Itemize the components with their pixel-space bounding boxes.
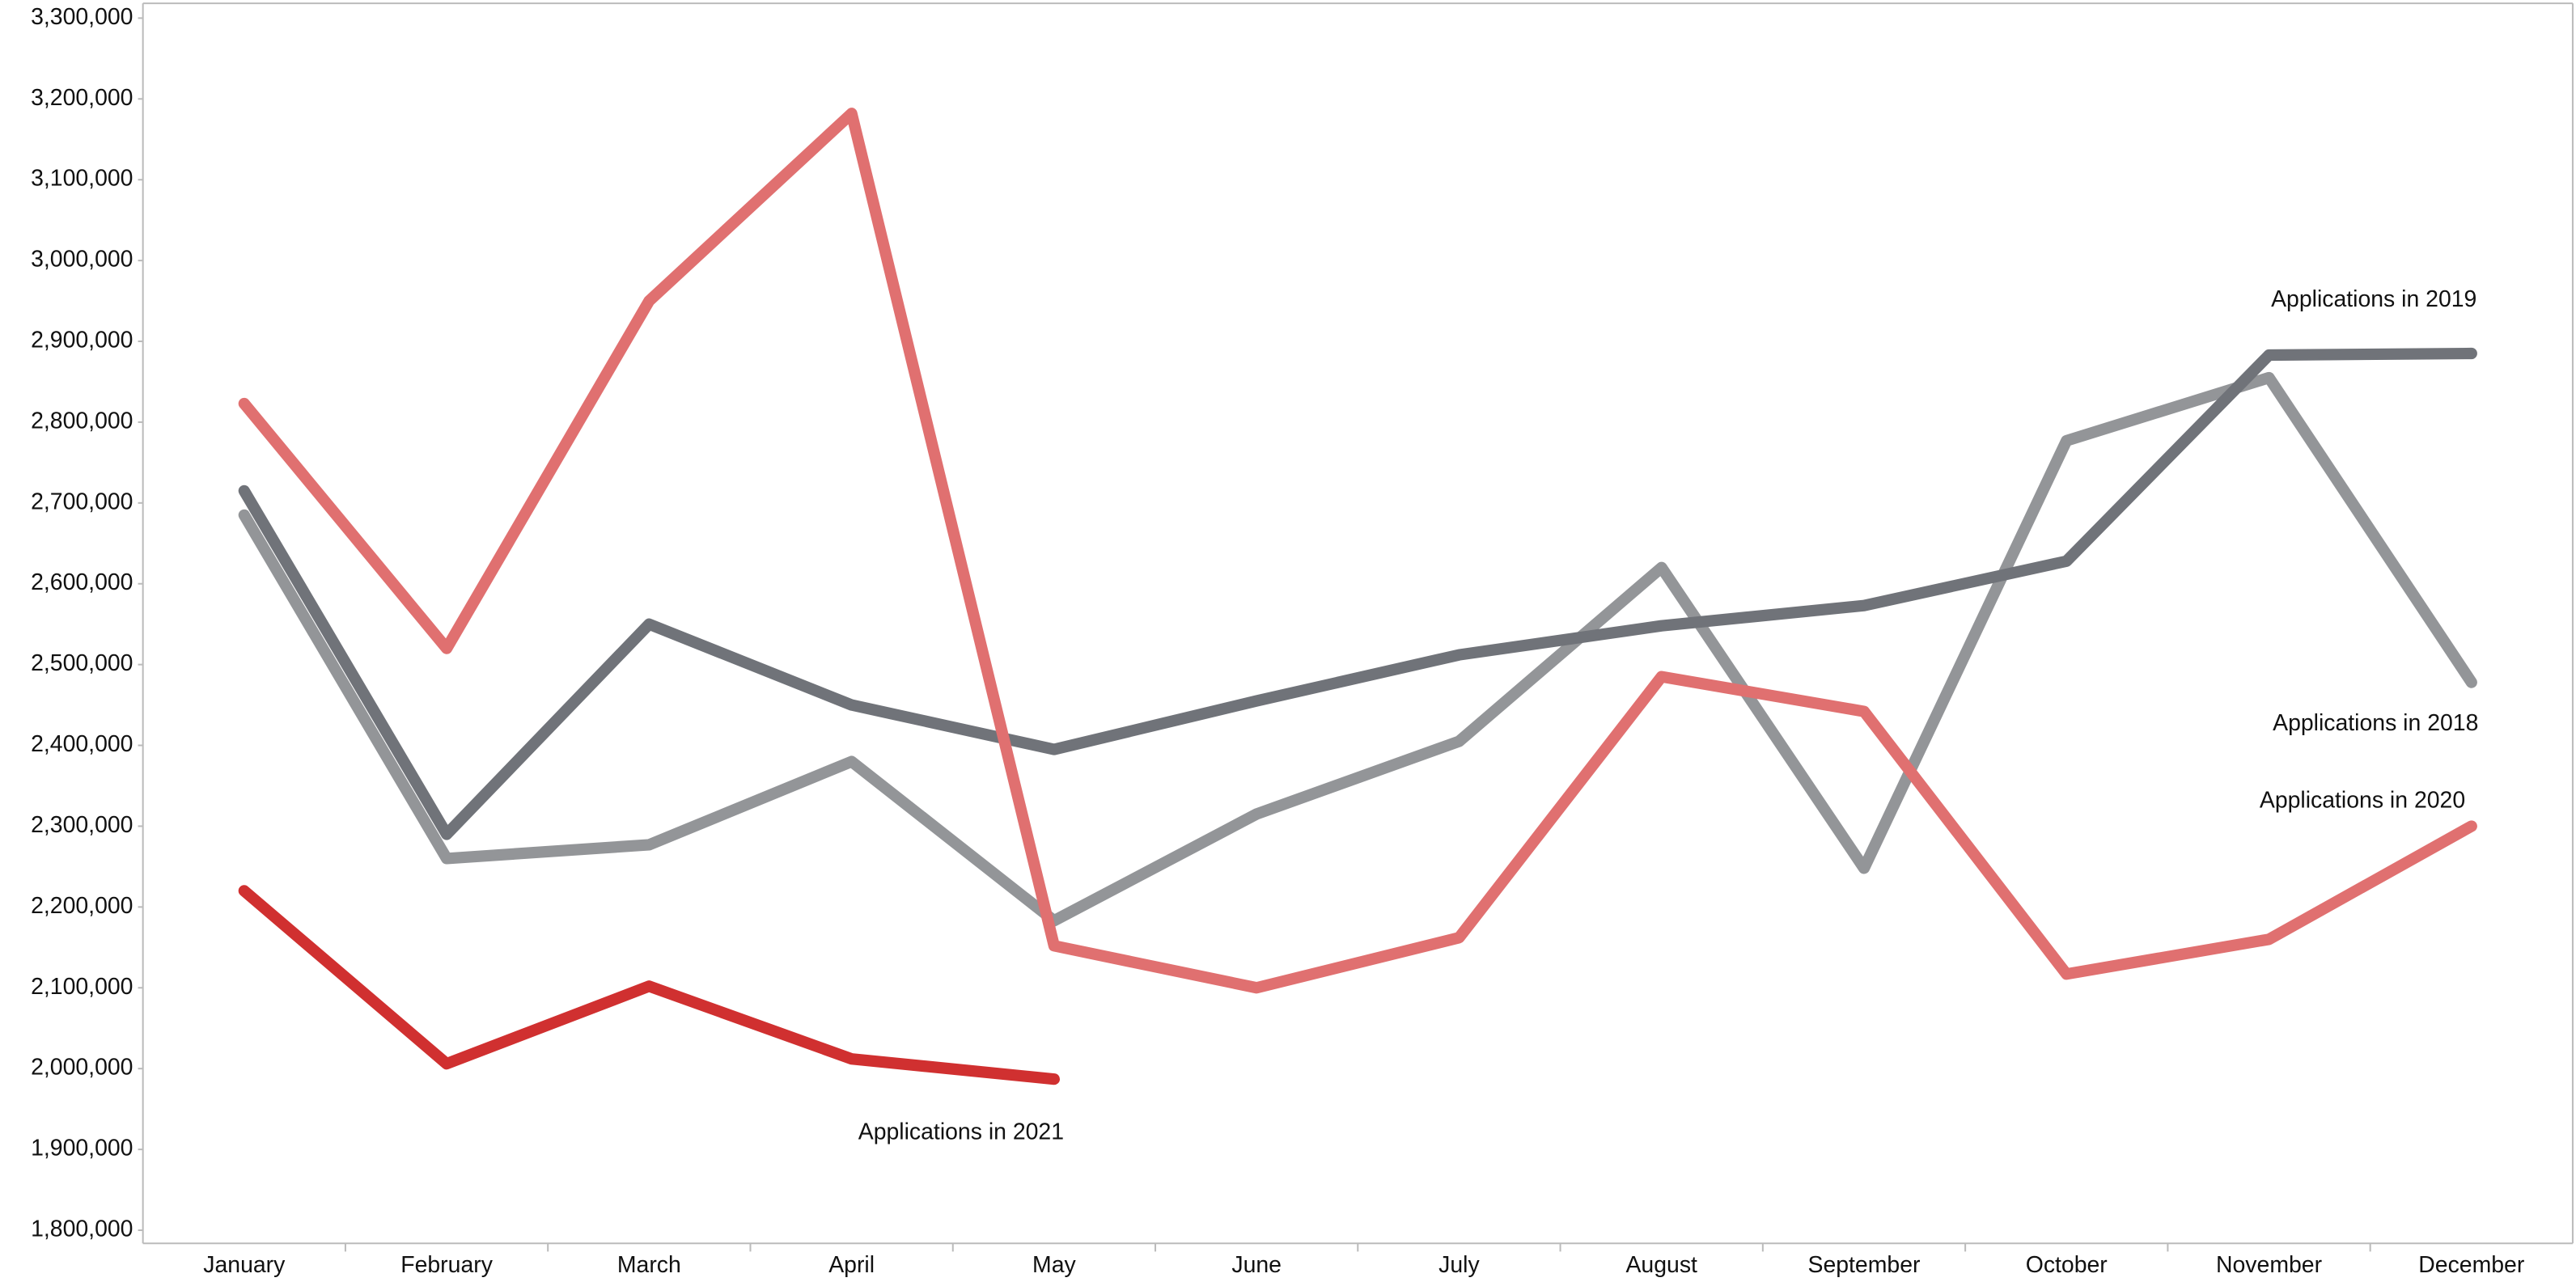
series-label: Applications in 2021 [858,1119,1064,1145]
y-tick-label: 1,800,000 [31,1216,133,1242]
x-tick-label: August [1625,1252,1697,1278]
x-tick-label: May [1032,1252,1076,1278]
series-label: Applications in 2020 [2260,787,2465,813]
y-tick-label: 1,900,000 [31,1136,133,1161]
series-line [238,371,2477,927]
y-tick-label: 2,700,000 [31,489,133,514]
y-tick-label: 2,900,000 [31,328,133,353]
y-tick-label: 2,200,000 [31,893,133,919]
series-label: Applications in 2018 [2273,710,2478,736]
series-line [238,347,2477,840]
y-tick-label: 2,600,000 [31,569,133,595]
y-tick-label: 2,400,000 [31,731,133,757]
y-tick-label: 3,000,000 [31,247,133,273]
y-tick-label: 2,100,000 [31,974,133,1000]
x-tick-label: December [2418,1252,2524,1278]
x-tick-label: April [828,1252,875,1278]
x-tick-label: September [1808,1252,1921,1278]
y-tick-label: 2,000,000 [31,1055,133,1081]
x-tick-label: January [203,1252,286,1278]
y-tick-label: 3,100,000 [31,166,133,192]
x-tick-label: June [1231,1252,1282,1278]
series-label: Applications in 2019 [2271,286,2476,312]
series-line [238,108,2477,994]
y-tick-label: 2,800,000 [31,408,133,434]
y-tick-label: 2,300,000 [31,812,133,838]
x-tick-label: October [2026,1252,2108,1278]
x-tick-label: March [617,1252,681,1278]
series-line [238,885,1060,1085]
y-tick-label: 3,200,000 [31,85,133,111]
y-tick-label: 3,300,000 [31,4,133,30]
x-tick-label: February [400,1252,493,1278]
x-tick-label: November [2216,1252,2322,1278]
x-tick-label: July [1438,1252,1480,1278]
y-tick-label: 2,500,000 [31,650,133,676]
